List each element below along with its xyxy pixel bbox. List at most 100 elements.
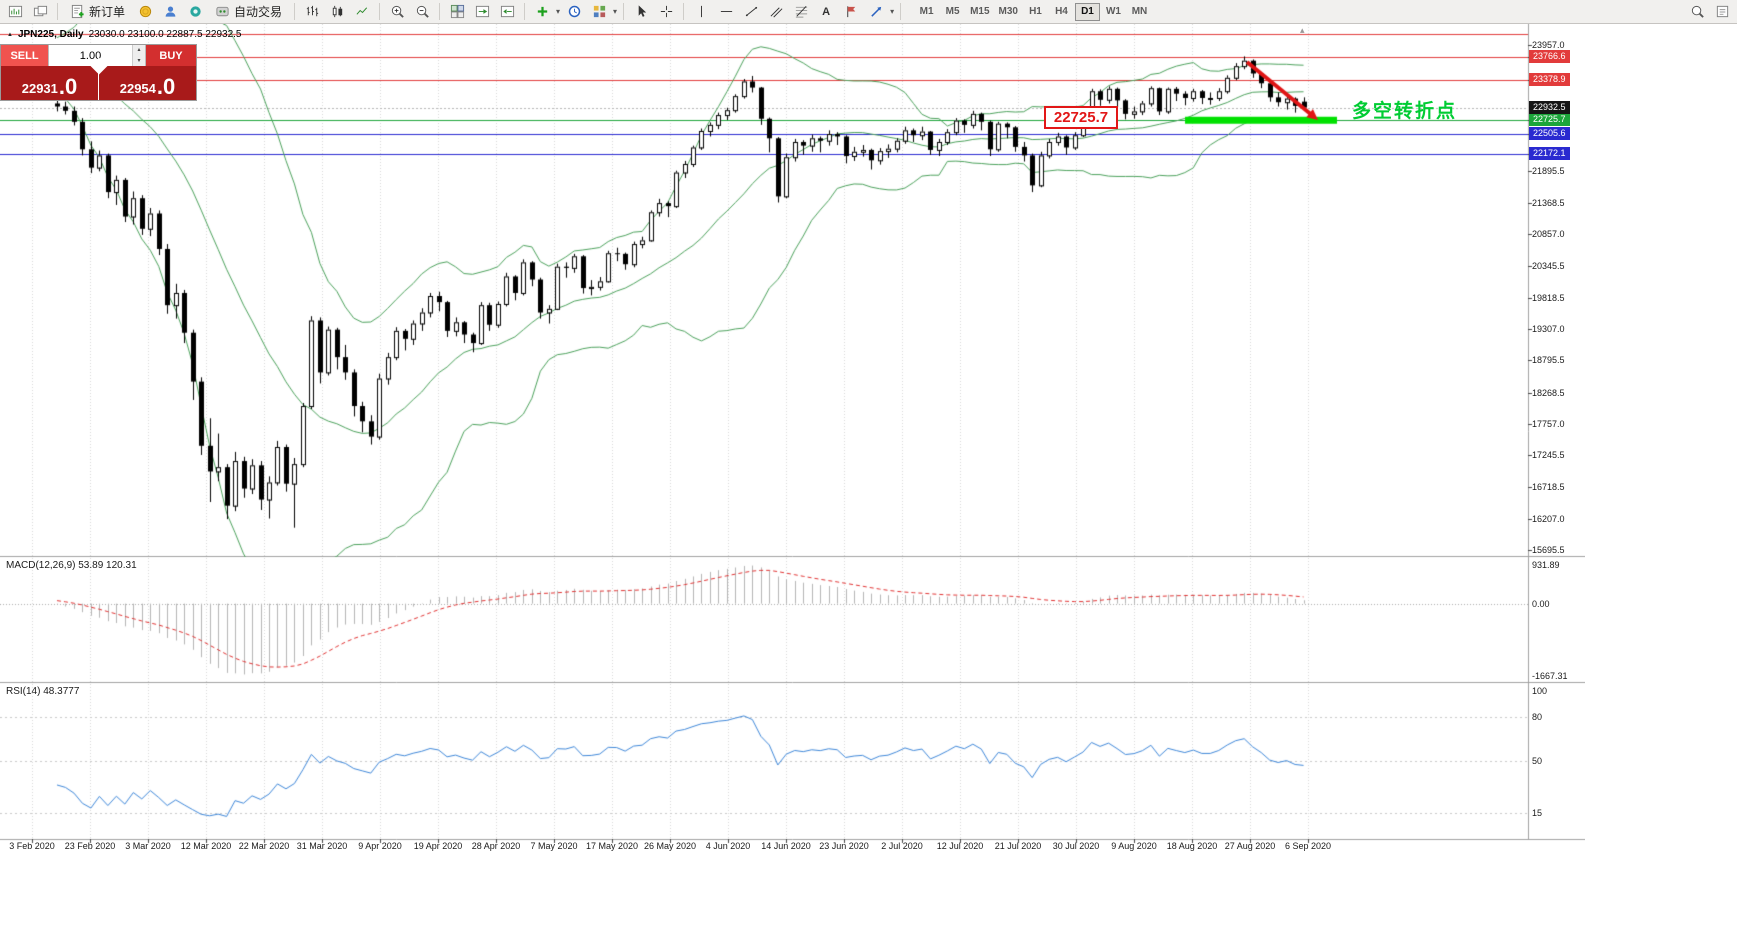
timeframe-w1[interactable]: W1	[1101, 3, 1126, 21]
channel-icon[interactable]	[764, 2, 788, 22]
indicators-icon[interactable]	[530, 2, 554, 22]
price-annotation-box[interactable]: 22725.7	[1044, 106, 1118, 129]
chart-canvas[interactable]	[0, 24, 1585, 864]
sell-price-button[interactable]: 22931 .0	[1, 66, 98, 100]
toolbar-separator	[439, 3, 441, 20]
price-tick-label: 17245.5	[1532, 450, 1565, 461]
deposit-icon[interactable]	[133, 2, 157, 22]
volume-input[interactable]	[49, 45, 132, 66]
new-order-icon	[71, 4, 84, 19]
tile-windows-icon[interactable]	[445, 2, 469, 22]
volume-down-button[interactable]: ▾	[133, 55, 145, 66]
macd-axis-label: -1667.31	[1532, 671, 1568, 681]
timeframe-m15[interactable]: M15	[966, 3, 993, 21]
macd-axis-label: 931.89	[1532, 560, 1560, 570]
chart-shift-marker-icon[interactable]: ▴	[1300, 25, 1305, 35]
timeframe-d1[interactable]: D1	[1074, 2, 1100, 21]
sell-price-pips: .0	[58, 74, 78, 99]
volume-stepper[interactable]: ▴ ▾	[48, 45, 146, 66]
timeframe-m30[interactable]: M30	[995, 3, 1022, 21]
date-label: 23 Feb 2020	[64, 841, 116, 851]
date-label: 23 Jun 2020	[819, 841, 869, 851]
price-tick-label: 21895.5	[1532, 165, 1565, 176]
shapes-icon[interactable]	[864, 2, 888, 22]
rsi-indicator-label: RSI(14) 48.3777	[6, 686, 80, 697]
price-level-chip: 22172.1	[1529, 147, 1570, 161]
periods-icon[interactable]	[562, 2, 586, 22]
community-icon[interactable]	[183, 2, 207, 22]
date-label: 19 Apr 2020	[413, 841, 463, 851]
trendline-icon[interactable]	[739, 2, 763, 22]
price-level-chip: 23766.6	[1529, 49, 1570, 63]
price-tick-label: 15695.5	[1532, 544, 1565, 555]
sell-button[interactable]: SELL	[1, 45, 48, 66]
date-label: 30 Jul 2020	[1052, 841, 1100, 851]
buy-price-button[interactable]: 22954 .0	[99, 66, 196, 100]
candlestick-chart-icon[interactable]	[325, 2, 349, 22]
price-level-chip: 22505.6	[1529, 126, 1570, 140]
macd-axis-label: 0.00	[1532, 598, 1550, 609]
dropdown-caret-icon[interactable]: ▾	[613, 7, 618, 16]
line-chart-icon[interactable]	[350, 2, 374, 22]
toolbar-separator	[294, 3, 296, 20]
text-tool-glyph: A	[822, 5, 831, 18]
price-tick-label: 21368.5	[1532, 198, 1565, 209]
templates-icon[interactable]	[587, 2, 611, 22]
vertical-line-icon[interactable]	[689, 2, 713, 22]
auto-scroll-icon[interactable]	[470, 2, 494, 22]
text-icon[interactable]: A	[814, 2, 838, 22]
date-label: 7 May 2020	[530, 841, 578, 851]
timeframe-h4[interactable]: H4	[1049, 3, 1074, 21]
label-icon[interactable]	[839, 2, 863, 22]
zoom-in-icon[interactable]	[385, 2, 409, 22]
cursor-icon[interactable]	[629, 2, 653, 22]
autotrade-button[interactable]: 自动交易	[208, 2, 289, 22]
price-tick-label: 19307.0	[1532, 324, 1565, 335]
chart-profiles-icon[interactable]	[28, 2, 52, 22]
dropdown-caret-icon[interactable]: ▾	[556, 7, 561, 16]
timeframe-mn[interactable]: MN	[1127, 3, 1152, 21]
buy-button[interactable]: BUY	[146, 45, 196, 66]
date-label: 12 Mar 2020	[180, 841, 232, 851]
bar-chart-icon[interactable]	[300, 2, 324, 22]
toolbar-separator	[900, 3, 902, 20]
crosshair-icon[interactable]	[654, 2, 678, 22]
buy-price-pips: .0	[156, 74, 176, 99]
timeframe-bar: M1 M5 M15 M30 H1 H4 D1 W1 MN	[914, 2, 1152, 21]
search-icon[interactable]	[1685, 2, 1709, 22]
toolbar-separator	[683, 3, 685, 20]
price-level-chip: 22725.7	[1529, 113, 1570, 127]
chart-title: ▲ JPN225, Daily 23030.0 23100.0 22887.5 …	[7, 29, 242, 40]
new-chart-icon[interactable]	[3, 2, 27, 22]
notes-icon[interactable]	[1710, 2, 1734, 22]
rsi-axis-label: 50	[1532, 756, 1543, 766]
rsi-axis-label: 80	[1532, 711, 1543, 722]
window-marker-icon: ▲	[7, 31, 13, 38]
autotrade-icon	[216, 6, 229, 17]
profile-icon[interactable]	[158, 2, 182, 22]
price-tick-label: 16718.5	[1532, 482, 1565, 493]
date-label: 14 Jun 2020	[761, 841, 811, 851]
timeframe-h1[interactable]: H1	[1023, 3, 1048, 21]
date-label: 4 Jun 2020	[705, 841, 751, 851]
volume-up-button[interactable]: ▴	[133, 45, 145, 56]
date-label: 3 Mar 2020	[125, 841, 171, 851]
zoom-out-icon[interactable]	[410, 2, 434, 22]
sell-price-main: 22931	[21, 81, 58, 96]
price-tick-label: 18795.5	[1532, 355, 1565, 366]
new-order-button[interactable]: 新订单	[63, 2, 132, 22]
date-label: 3 Feb 2020	[9, 841, 55, 851]
date-label: 9 Apr 2020	[358, 841, 402, 851]
dropdown-caret-icon[interactable]: ▾	[890, 7, 895, 16]
buy-price-main: 22954	[119, 81, 156, 96]
chart-shift-icon[interactable]	[495, 2, 519, 22]
date-label: 31 Mar 2020	[296, 841, 348, 851]
turning-point-label[interactable]: 多空转折点	[1352, 101, 1458, 122]
date-label: 22 Mar 2020	[238, 841, 290, 851]
timeframe-m5[interactable]: M5	[940, 3, 965, 21]
fibonacci-icon[interactable]	[789, 2, 813, 22]
timeframe-m1[interactable]: M1	[914, 3, 939, 21]
new-order-label: 新订单	[89, 5, 126, 19]
horizontal-line-icon[interactable]	[714, 2, 738, 22]
date-label: 17 May 2020	[585, 841, 639, 851]
